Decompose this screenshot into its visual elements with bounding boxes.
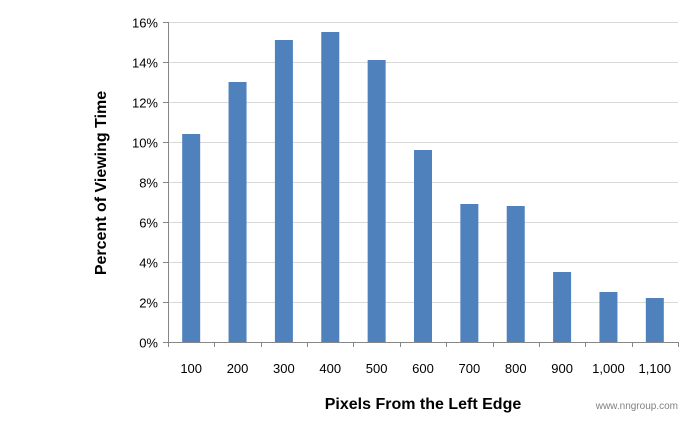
y-tick-label: 10%: [132, 136, 158, 151]
y-tick-labels: 0% 2% 4% 6% 8% 10% 12% 14% 16%: [132, 16, 158, 351]
x-tick-label: 200: [227, 361, 249, 376]
bar-200: [228, 82, 247, 342]
bar-300: [274, 40, 293, 342]
x-tick-label: 100: [180, 361, 202, 376]
bar-1100: [645, 298, 664, 342]
y-tick-label: 16%: [132, 16, 158, 31]
y-tick-label: 6%: [139, 216, 158, 231]
bar-1000: [599, 292, 618, 342]
y-tick-label: 2%: [139, 296, 158, 311]
bar-600: [414, 150, 432, 342]
x-tick-label: 800: [505, 361, 527, 376]
y-tick-label: 4%: [139, 256, 158, 271]
bar-500: [367, 60, 386, 342]
x-tick-label: 1,000: [592, 361, 625, 376]
x-tick-label: 700: [459, 361, 481, 376]
axes: [163, 22, 679, 347]
x-tick-label: 500: [366, 361, 388, 376]
bar-700: [460, 204, 479, 342]
bar-800: [506, 206, 525, 342]
bar-400: [321, 32, 340, 342]
x-tick-label: 300: [273, 361, 295, 376]
x-tick-label: 400: [319, 361, 341, 376]
y-tick-label: 12%: [132, 96, 158, 111]
bar-100: [182, 134, 201, 342]
y-tick-label: 14%: [132, 56, 158, 71]
bar-900: [553, 272, 572, 342]
bars: [182, 32, 664, 342]
x-tick-label: 1,100: [639, 361, 672, 376]
watermark-text: www.nngroup.com: [595, 401, 678, 412]
x-tick-label: 900: [551, 361, 573, 376]
y-tick-label: 8%: [139, 176, 158, 191]
x-axis-title: Pixels From the Left Edge: [325, 396, 522, 413]
y-tick-label: 0%: [139, 336, 158, 351]
x-tick-labels: 100 200 300 400 500 600 700 800 900 1,000 1,100: [180, 361, 671, 376]
y-axis-title: Percent of Viewing Time: [93, 91, 110, 275]
x-tick-label: 600: [412, 361, 434, 376]
